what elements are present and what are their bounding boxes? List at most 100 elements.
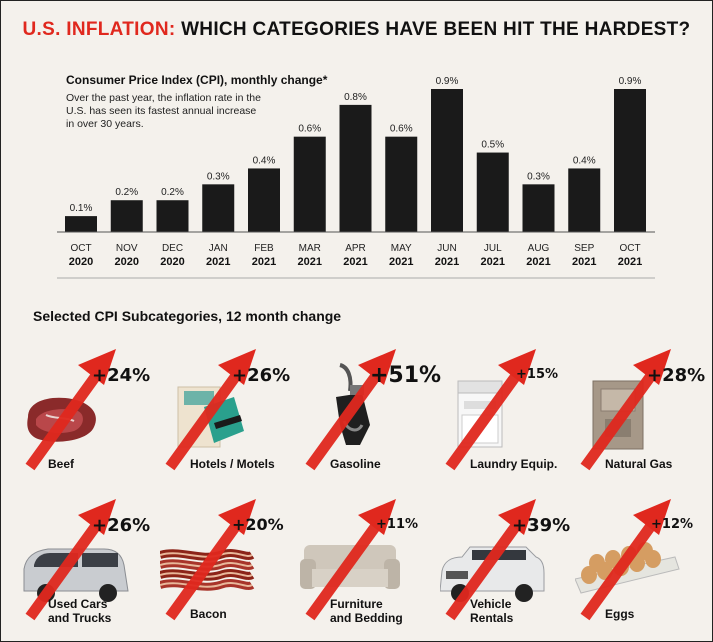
subcategory-label-line: and Trucks [48,611,112,625]
subcategory-label: Vehicle Rentals [470,597,513,625]
cpi-year-label: 2021 [526,256,550,268]
cpi-month-label: JAN [209,243,228,254]
subcategory-label-line: Vehicle [470,597,512,611]
subcategory-change: +11% [376,517,419,532]
increase-arrow-icon [25,499,116,621]
increase-arrow-icon [25,349,116,471]
subcategory-change: +20% [232,515,284,534]
cpi-bar-may-2021 [385,136,418,232]
subcategory-label: Used Cars and Trucks [48,597,111,625]
subcategory-card: +20% Bacon [160,495,300,625]
cpi-year-label: 2020 [115,256,139,268]
subcategory-label-line: Hotels / Motels [190,457,275,471]
subcategory-change: +26% [232,365,291,386]
subcategory-label-line: and Bedding [330,611,403,625]
cpi-bar-jan-2021 [202,184,235,232]
title-highlight: U.S. INFLATION: [22,19,176,40]
cpi-bar-aug-2021 [522,184,555,232]
subcategory-card: +15% Laundry Equip. [440,345,580,475]
cpi-month-label: APR [345,243,366,254]
cpi-value-label: 0.8% [344,92,367,103]
cpi-value-label: 0.3% [527,171,550,182]
cpi-month-label: SEP [574,243,594,254]
subcategory-label: Eggs [605,607,634,621]
cpi-month-label: OCT [619,243,640,254]
subcategory-card: +26% Hotels / Motels [160,345,300,475]
cpi-month-label: NOV [116,243,138,254]
cpi-bar-feb-2021 [248,168,280,232]
subcategory-label-line: Rentals [470,611,514,625]
subcategory-card: +51% Gasoline [300,345,441,475]
cpi-month-label: MAR [299,243,321,254]
title-rest: WHICH CATEGORIES HAVE BEEN HIT THE HARDE… [181,19,691,40]
subcategory-card: +11% Furniture and Bedding [300,495,440,625]
subcategory-label: Furniture and Bedding [330,597,403,625]
subcategory-label: Hotels / Motels [190,457,275,471]
cpi-year-label: 2021 [206,256,230,268]
cpi-value-label: 0.1% [70,203,93,214]
subcategory-label: Bacon [190,607,227,621]
increase-arrow-icon [165,499,256,621]
cpi-bar-oct-2021 [614,89,646,232]
subcategory-change: +39% [512,515,571,536]
subcategory-card: +39% Vehicle Rentals [440,495,580,625]
cpi-year-label: 2021 [343,256,367,268]
subcategory-label: Beef [48,457,74,471]
cpi-month-label: DEC [162,243,183,254]
cpi-value-label: 0.2% [115,187,138,198]
subcategory-card: +28% Natural Gas [575,345,713,475]
cpi-month-label: FEB [254,243,274,254]
subcategory-card: +24% Beef [20,345,160,475]
increase-arrow-icon [580,499,671,621]
subcategory-card: +26% Used Cars and Trucks [20,495,160,625]
cpi-chart-heading: Consumer Price Index (CPI), monthly chan… [66,73,328,87]
cpi-year-label: 2020 [160,256,184,268]
cpi-bar-mar-2021 [293,136,326,232]
increase-arrow-icon [580,349,671,471]
subcategory-label-line: Furniture [330,597,383,611]
cpi-month-label: OCT [70,243,91,254]
cpi-value-label: 0.5% [481,140,504,151]
subcategory-change: +28% [647,365,706,386]
cpi-year-label: 2021 [252,256,276,268]
subcategory-label-line: Used Cars [48,597,108,611]
cpi-value-label: 0.2% [161,187,184,198]
subcategory-label-line: Eggs [605,607,635,621]
cpi-bar-nov-2020 [110,200,143,232]
cpi-value-label: 0.6% [298,124,321,135]
cpi-value-label: 0.3% [207,171,230,182]
subcategory-heading: Selected CPI Subcategories, 12 month cha… [33,308,342,324]
subcategory-change: +24% [92,365,151,386]
cpi-bar-oct-2020 [65,216,97,232]
cpi-year-label: 2021 [572,256,596,268]
cpi-year-label: 2021 [481,256,505,268]
cpi-bar-sep-2021 [568,168,601,232]
washing-machine-icon [457,380,503,448]
cpi-value-label: 0.9% [436,76,459,87]
subcategory-label-line: Laundry Equip. [470,457,558,471]
subcategory-label-line: Bacon [190,607,227,621]
cpi-value-label: 0.4% [253,155,276,166]
subcategory-label: Laundry Equip. [470,457,557,471]
cpi-bar-dec-2020 [156,200,189,232]
increase-arrow-icon [305,499,396,621]
cpi-month-label: JUN [437,243,456,254]
cpi-bar-jul-2021 [476,152,509,232]
subcategory-label-line: Gasoline [330,457,381,471]
cpi-bar-apr-2021 [339,104,372,232]
subcategory-change: +15% [516,367,559,382]
subcategory-label: Natural Gas [605,457,672,471]
subcategory-label-line: Beef [48,457,75,471]
cpi-month-label: MAY [391,243,412,254]
subcategory-change: +26% [92,515,151,536]
cpi-month-label: AUG [528,243,550,254]
cpi-year-label: 2020 [69,256,93,268]
cpi-month-label: JUL [484,243,502,254]
subcategory-card: +12% Eggs [575,495,713,625]
cpi-year-label: 2021 [618,256,642,268]
cpi-value-label: 0.4% [573,155,596,166]
page-title: U.S. INFLATION: WHICH CATEGORIES HAVE BE… [0,19,713,41]
increase-arrow-icon [305,349,396,471]
cpi-year-label: 2021 [298,256,322,268]
cpi-value-label: 0.9% [619,76,642,87]
